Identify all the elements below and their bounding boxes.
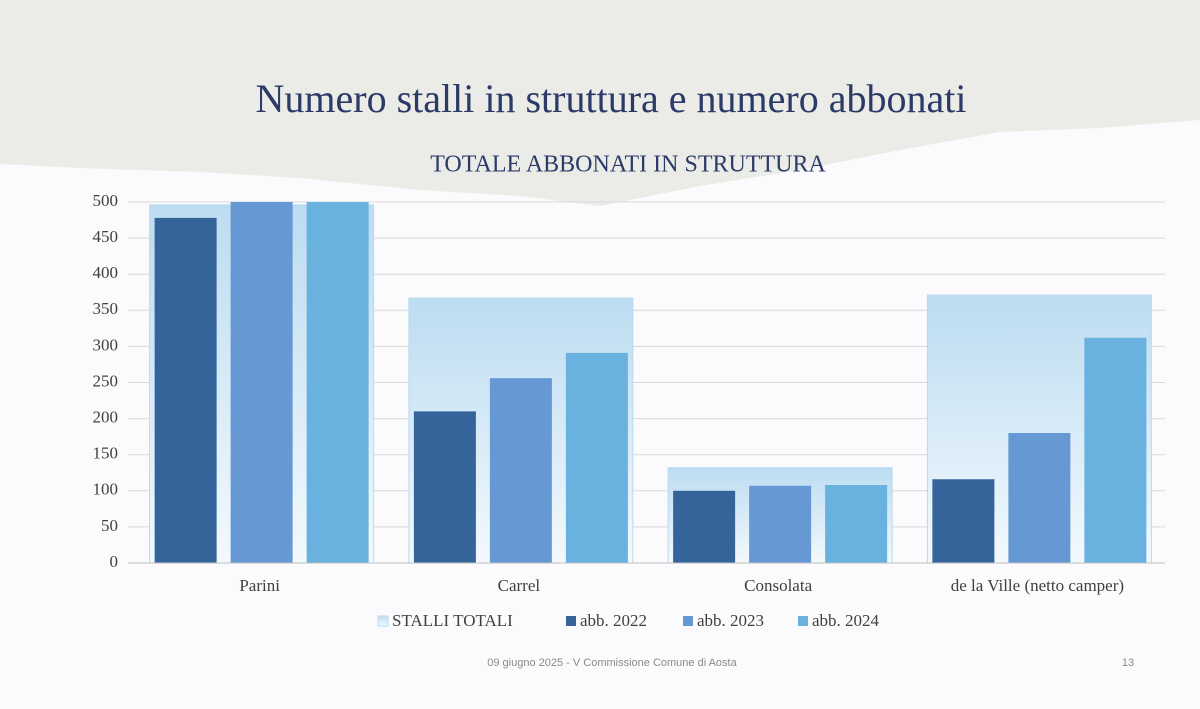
- legend-swatch: [798, 616, 808, 626]
- x-tick-label: Parini: [239, 576, 280, 595]
- x-tick-label: Carrel: [498, 576, 541, 595]
- y-tick-label: 450: [93, 227, 119, 246]
- x-tick-label: Consolata: [744, 576, 812, 595]
- y-tick-label: 300: [93, 335, 119, 354]
- legend-label: abb. 2022: [580, 611, 647, 630]
- y-tick-label: 250: [93, 371, 119, 390]
- bar: [673, 490, 736, 563]
- legend-swatch: [683, 616, 693, 626]
- legend-label: STALLI TOTALI: [392, 611, 513, 630]
- bar: [230, 202, 293, 563]
- slide-title: Numero stalli in struttura e numero abbo…: [256, 76, 967, 121]
- bar: [154, 217, 217, 563]
- bar: [825, 485, 888, 563]
- y-tick-label: 100: [93, 480, 119, 499]
- bar: [565, 352, 628, 563]
- legend-swatch: [377, 615, 389, 627]
- page-number: 13: [1122, 657, 1134, 669]
- bar: [1084, 337, 1147, 563]
- chart-title: TOTALE ABBONATI IN STRUTTURA: [430, 152, 826, 178]
- y-tick-label: 50: [101, 516, 118, 535]
- footer: 09 giugno 2025 - V Commissione Comune di…: [487, 657, 737, 669]
- y-tick-label: 200: [93, 408, 119, 427]
- y-tick-label: 150: [93, 444, 119, 463]
- bar: [489, 378, 552, 563]
- legend-label: abb. 2023: [697, 611, 764, 630]
- bar: [932, 479, 995, 563]
- bar: [413, 411, 476, 563]
- legend-label: abb. 2024: [812, 611, 880, 630]
- y-tick-label: 500: [93, 191, 119, 210]
- y-tick-label: 400: [93, 263, 119, 282]
- x-tick-label: de la Ville (netto camper): [951, 576, 1124, 595]
- bar: [306, 202, 369, 563]
- bar: [749, 485, 812, 563]
- legend-swatch: [566, 616, 576, 626]
- bar: [1008, 433, 1071, 563]
- y-tick-label: 0: [110, 552, 119, 571]
- y-tick-label: 350: [93, 299, 119, 318]
- paper-header: [0, 0, 1200, 206]
